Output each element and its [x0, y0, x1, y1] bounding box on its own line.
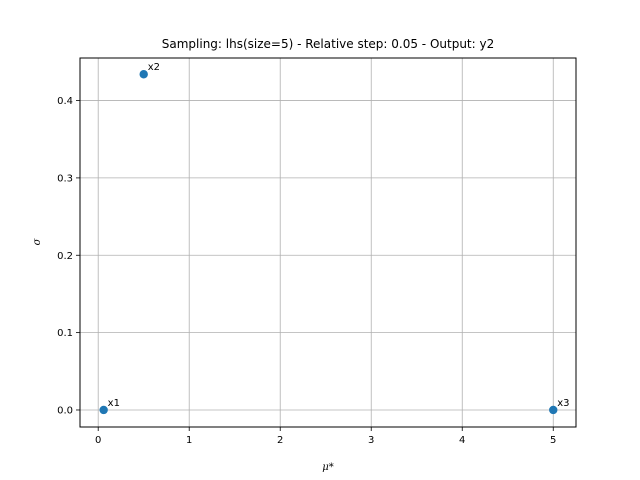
x-tick-label: 3	[368, 435, 374, 446]
data-point-x1	[99, 405, 108, 415]
y-tick-label: 0.0	[57, 405, 73, 416]
data-point-x3	[549, 405, 558, 415]
point-label-x2: x2	[148, 62, 160, 73]
y-axis-label: σ	[32, 237, 43, 245]
chart-title: Sampling: lhs(size=5) - Relative step: 0…	[162, 37, 494, 51]
y-tick-label: 0.3	[57, 173, 73, 184]
x-tick-label: 4	[459, 435, 465, 446]
data-points: x1 x2 x3	[99, 62, 570, 415]
y-tick-label: 0.1	[57, 328, 73, 339]
y-tick-label: 0.2	[57, 251, 73, 262]
x-tick-label: 0	[95, 435, 101, 446]
x-axis-label: μ*	[322, 462, 334, 473]
data-point-x2	[139, 70, 148, 79]
x-tick-label: 1	[186, 435, 192, 446]
x-tick-label: 5	[550, 435, 556, 446]
point-label-x3: x3	[557, 398, 569, 409]
grid	[80, 58, 576, 427]
point-label-x1: x1	[108, 398, 120, 409]
x-tick-label: 2	[277, 435, 283, 446]
axis-ticks: 0 1 2 3 4 5 0.0 0.1 0.2 0.3 0.4	[57, 96, 556, 446]
y-tick-label: 0.4	[57, 96, 73, 107]
plot-area-frame	[79, 57, 577, 428]
